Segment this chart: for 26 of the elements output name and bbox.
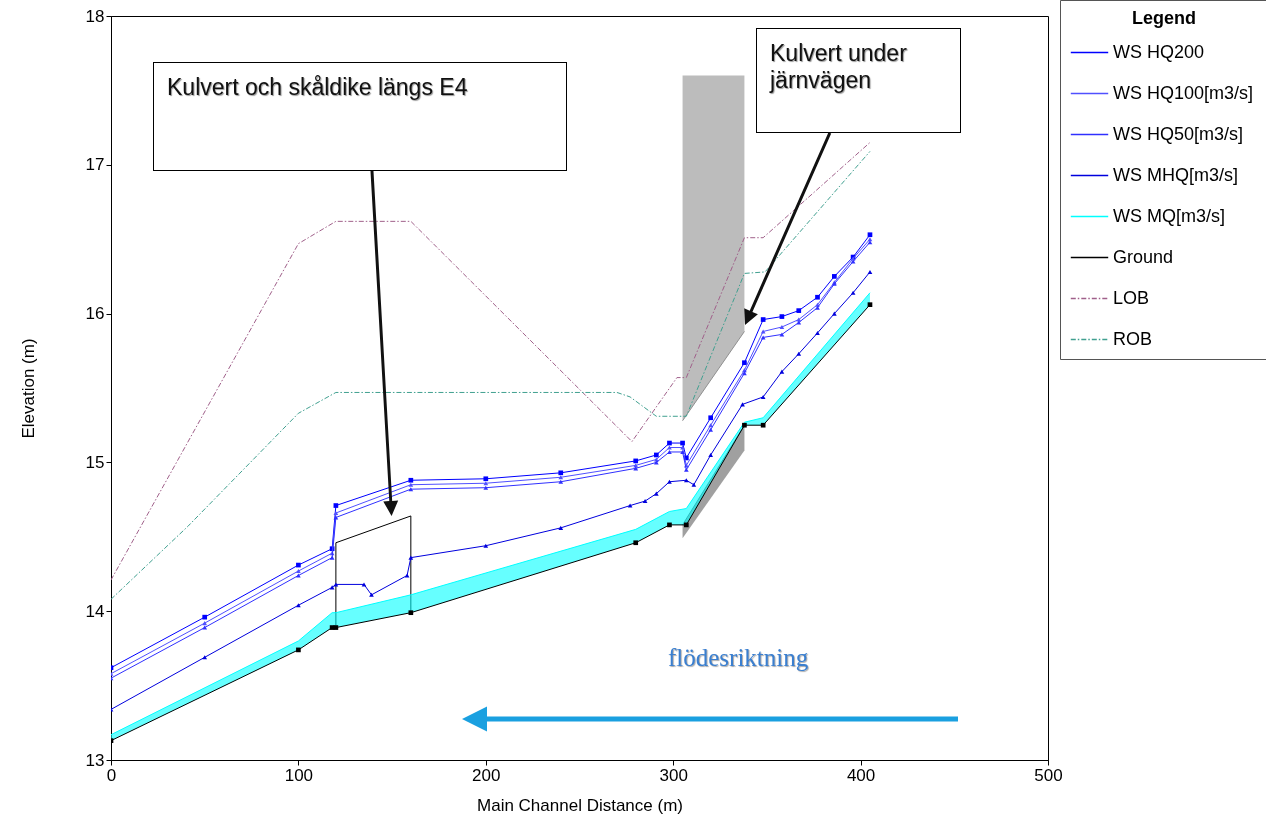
- y-tick-label: 17: [85, 155, 105, 175]
- legend-label: WS HQ100[m3/s]: [1113, 82, 1254, 103]
- y-axis-title: Elevation (m): [18, 338, 38, 439]
- y-tick-label: 16: [85, 304, 105, 324]
- legend-label: WS HQ200: [1113, 41, 1205, 62]
- y-tick-label: 15: [85, 452, 105, 472]
- x-tick-label: 300: [659, 765, 688, 785]
- x-axis-title: Main Channel Distance (m): [477, 795, 683, 815]
- y-tick-label: 18: [85, 6, 105, 26]
- annotation: Kulvert och skåldike längs E4: [166, 73, 469, 102]
- legend-label: WS HQ50[m3/s]: [1113, 123, 1244, 144]
- x-tick-label: 100: [284, 765, 314, 785]
- legend-label: WS MHQ[m3/s]: [1113, 164, 1238, 185]
- annotation: flödesriktning: [668, 644, 809, 672]
- y-tick-label: 14: [85, 601, 105, 621]
- legend-label: LOB: [1113, 287, 1150, 308]
- legend-label: WS MQ[m3/s]: [1113, 205, 1225, 226]
- legend-title: Legend: [1131, 8, 1197, 28]
- legend-label: ROB: [1113, 328, 1153, 349]
- annotation: Kulvert under järnvägen: [768, 39, 908, 95]
- x-tick-label: 200: [472, 765, 501, 785]
- legend-label: Ground: [1113, 246, 1174, 267]
- x-tick-label: 400: [846, 765, 876, 785]
- x-tick-label: 500: [1034, 765, 1063, 785]
- y-tick-label: 13: [85, 750, 105, 770]
- x-tick-label: 0: [106, 765, 117, 785]
